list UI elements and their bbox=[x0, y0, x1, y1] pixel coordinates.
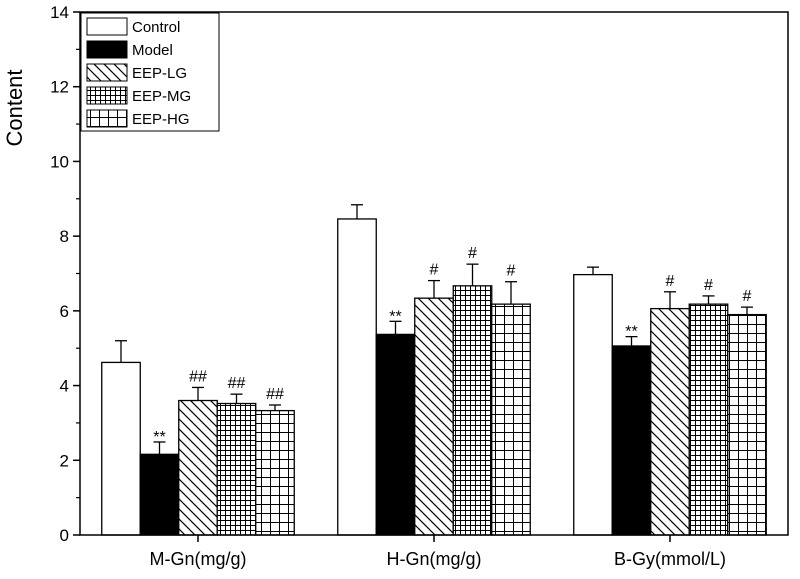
sig-mark-model-m-gn-mg-g: ** bbox=[153, 429, 165, 446]
legend-label-eep-hg: EEP-HG bbox=[132, 111, 190, 128]
x-tick-label-m-gn-mg-g: M-Gn(mg/g) bbox=[149, 549, 246, 569]
y-tick-label-12: 12 bbox=[50, 78, 69, 97]
bar-control-b-gy-mmol-l bbox=[573, 273, 613, 536]
y-tick-label-4: 4 bbox=[60, 377, 69, 396]
error-bars-layer bbox=[115, 204, 753, 455]
sig-mark-eep-lg-m-gn-mg-g: ## bbox=[189, 368, 207, 385]
sig-mark-eep-hg-m-gn-mg-g: ## bbox=[266, 386, 284, 403]
sig-mark-eep-hg-b-gy-mmol-l: # bbox=[743, 288, 752, 305]
bar-eep-mg-b-gy-mmol-l bbox=[688, 303, 729, 536]
y-tick-label-10: 10 bbox=[50, 152, 69, 171]
y-axis-title: Content bbox=[2, 69, 27, 146]
significance-marks-layer: **## ####**###**# ## bbox=[153, 245, 751, 446]
legend-swatch-control bbox=[86, 17, 128, 36]
sig-mark-model-b-gy-mmol-l: ** bbox=[625, 324, 637, 341]
legend-label-eep-lg: EEP-LG bbox=[132, 65, 187, 82]
legend-swatch-eep-lg bbox=[86, 63, 128, 82]
bar-model-b-gy-mmol-l bbox=[611, 345, 652, 536]
bar-eep-mg-h-gn-mg-g bbox=[452, 285, 493, 536]
bar-eep-lg-b-gy-mmol-l bbox=[650, 307, 690, 536]
sig-mark-eep-hg-h-gn-mg-g: # bbox=[507, 263, 516, 280]
bar-eep-hg-m-gn-mg-g bbox=[255, 409, 295, 536]
legend-swatch-eep-hg bbox=[86, 109, 128, 128]
sig-mark-eep-mg-b-gy-mmol-l: # bbox=[704, 277, 713, 294]
bar-model-m-gn-mg-g bbox=[139, 453, 180, 536]
bar-eep-lg-h-gn-mg-g bbox=[414, 297, 454, 536]
sig-mark-eep-lg-h-gn-mg-g: # bbox=[430, 262, 439, 279]
legend-swatch-model bbox=[86, 40, 128, 59]
y-axis-ticks: 0 2 4 6 8 10 12 14 bbox=[50, 3, 80, 545]
bar-model-h-gn-mg-g bbox=[375, 333, 416, 536]
y-tick-label-6: 6 bbox=[60, 302, 69, 321]
sig-mark-eep-mg-h-gn-mg-g: # bbox=[468, 245, 477, 262]
sig-mark-model-h-gn-mg-g: ** bbox=[389, 308, 401, 325]
y-tick-label-14: 14 bbox=[50, 3, 69, 22]
legend-label-eep-mg: EEP-MG bbox=[132, 88, 191, 105]
sig-mark-eep-mg-m-gn-mg-g: ## bbox=[228, 375, 246, 392]
x-axis-ticks: M-Gn(mg/g) H-Gn(mg/g) B-Gy(mmol/L) bbox=[149, 535, 726, 569]
y-tick-label-2: 2 bbox=[60, 451, 69, 470]
legend-swatch-eep-mg bbox=[86, 86, 128, 105]
legend-label-control: Control bbox=[132, 19, 180, 36]
bar-eep-lg-m-gn-mg-g bbox=[178, 399, 218, 536]
bar-control-h-gn-mg-g bbox=[337, 218, 377, 536]
legend: Control Model EEP-LG EEP-MG EEP-HG bbox=[80, 12, 220, 132]
bar-control-m-gn-mg-g bbox=[101, 361, 141, 536]
bars-layer bbox=[101, 218, 767, 536]
bar-eep-hg-h-gn-mg-g bbox=[491, 303, 531, 536]
bar-eep-mg-m-gn-mg-g bbox=[216, 402, 257, 536]
x-tick-label-h-gn-mg-g: H-Gn(mg/g) bbox=[386, 549, 481, 569]
legend-label-model: Model bbox=[132, 42, 173, 59]
y-tick-label-8: 8 bbox=[60, 227, 69, 246]
x-tick-label-b-gy-mmol-l: B-Gy(mmol/L) bbox=[614, 549, 726, 569]
bar-eep-hg-b-gy-mmol-l bbox=[727, 313, 767, 536]
y-tick-label-0: 0 bbox=[60, 526, 69, 545]
sig-mark-eep-lg-b-gy-mmol-l: # bbox=[666, 273, 675, 290]
